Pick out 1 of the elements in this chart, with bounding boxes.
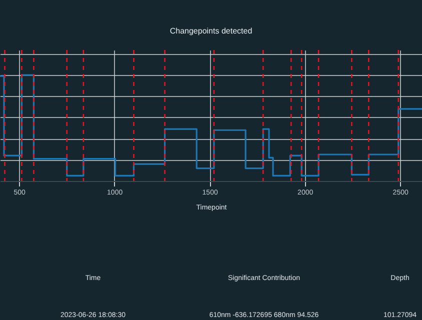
chart-title: Changepoints detected bbox=[170, 26, 252, 36]
